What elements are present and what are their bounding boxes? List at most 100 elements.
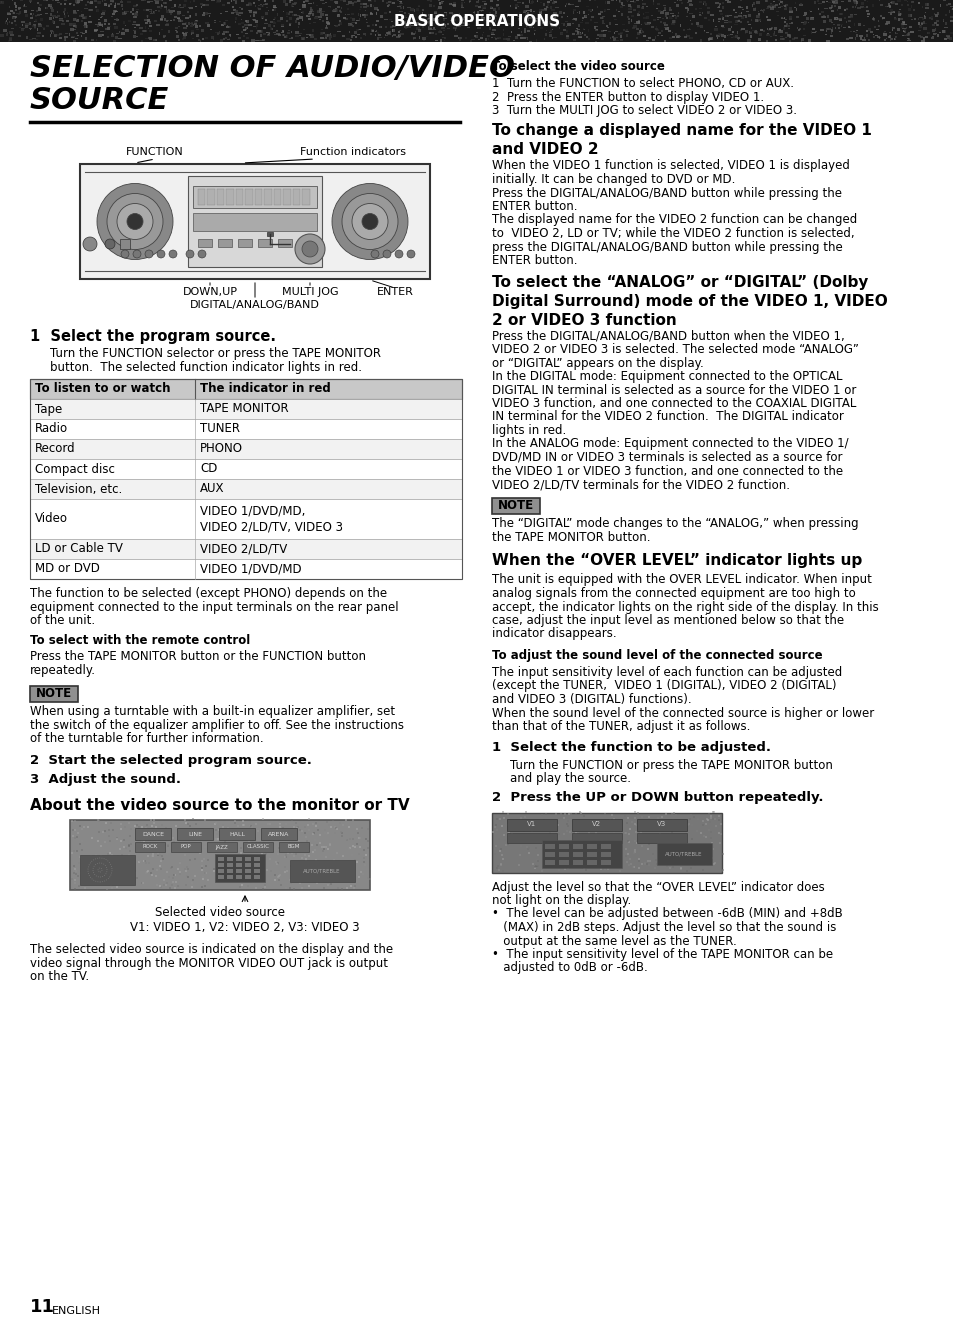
Bar <box>111 0 113 3</box>
Bar <box>277 35 281 36</box>
Bar <box>708 822 710 823</box>
Bar <box>163 35 166 37</box>
Bar <box>467 23 468 24</box>
Bar <box>924 3 927 5</box>
Bar <box>912 9 914 11</box>
Bar <box>285 847 287 850</box>
Bar <box>936 35 939 37</box>
Bar <box>348 838 351 840</box>
Bar <box>81 882 84 884</box>
Bar <box>496 818 497 820</box>
Bar <box>294 20 297 23</box>
Bar <box>592 858 595 859</box>
Bar <box>791 37 795 40</box>
Bar <box>230 839 232 840</box>
Bar <box>944 23 946 24</box>
Bar <box>142 850 145 851</box>
Bar <box>210 29 213 31</box>
Bar <box>631 15 634 17</box>
Bar <box>836 9 838 11</box>
Bar <box>147 1 150 3</box>
Bar <box>575 5 578 7</box>
Bar <box>587 832 589 834</box>
Bar <box>166 882 168 883</box>
Bar <box>128 20 131 23</box>
Bar <box>598 847 599 848</box>
Bar <box>83 827 85 828</box>
Bar <box>71 820 72 823</box>
Text: ARENA: ARENA <box>268 831 290 836</box>
Bar <box>355 843 358 844</box>
Bar <box>721 17 722 20</box>
Bar <box>890 37 892 40</box>
Bar <box>685 870 688 872</box>
Circle shape <box>127 214 143 230</box>
Bar <box>562 29 565 31</box>
Bar <box>652 828 654 831</box>
Bar <box>156 868 158 871</box>
Bar <box>29 28 31 29</box>
Bar <box>226 847 228 850</box>
Bar <box>805 17 808 20</box>
Bar <box>699 12 700 13</box>
Bar <box>274 189 281 205</box>
Bar <box>943 27 947 28</box>
Bar <box>336 887 338 890</box>
Bar <box>786 33 790 36</box>
Bar <box>368 25 370 27</box>
Bar <box>276 31 277 32</box>
Bar <box>646 23 649 24</box>
Bar <box>304 835 307 838</box>
Bar <box>163 884 165 886</box>
Bar <box>235 868 242 872</box>
Bar <box>30 16 33 19</box>
Bar <box>717 17 720 20</box>
Bar <box>659 11 663 13</box>
Bar <box>833 5 835 7</box>
Bar <box>99 24 102 25</box>
Bar <box>125 28 128 31</box>
Bar <box>281 33 284 36</box>
Bar <box>151 874 152 876</box>
Bar <box>679 827 681 828</box>
Bar <box>397 7 400 8</box>
Bar <box>91 39 94 41</box>
Bar <box>255 851 258 854</box>
Bar <box>247 872 249 874</box>
Bar <box>312 13 314 16</box>
Bar <box>243 871 245 872</box>
Bar <box>376 32 378 35</box>
Bar <box>127 0 131 3</box>
Bar <box>245 858 247 860</box>
Bar <box>33 24 36 25</box>
Bar <box>678 855 679 858</box>
Text: MULTI JOG: MULTI JOG <box>281 286 338 297</box>
Bar <box>296 15 300 16</box>
Bar <box>490 7 492 8</box>
Bar <box>653 839 655 840</box>
Bar <box>308 19 311 20</box>
Bar <box>617 866 618 867</box>
Bar <box>429 27 431 28</box>
Bar <box>134 840 136 843</box>
Bar <box>573 826 575 827</box>
Bar <box>717 815 719 818</box>
Bar <box>260 31 263 33</box>
Bar <box>901 25 903 28</box>
Bar <box>144 847 146 848</box>
Bar <box>604 1 606 4</box>
Bar <box>689 37 692 39</box>
Bar <box>480 11 482 12</box>
Bar <box>600 37 603 40</box>
Bar <box>436 8 437 11</box>
Bar <box>240 884 242 886</box>
Bar <box>96 39 97 41</box>
Bar <box>143 840 145 842</box>
Bar <box>98 19 100 20</box>
Bar <box>12 16 16 19</box>
Bar <box>409 23 411 25</box>
Text: When the sound level of the connected source is higher or lower: When the sound level of the connected so… <box>492 706 873 720</box>
Bar <box>624 848 626 851</box>
Bar <box>50 35 51 37</box>
Bar <box>155 0 158 1</box>
